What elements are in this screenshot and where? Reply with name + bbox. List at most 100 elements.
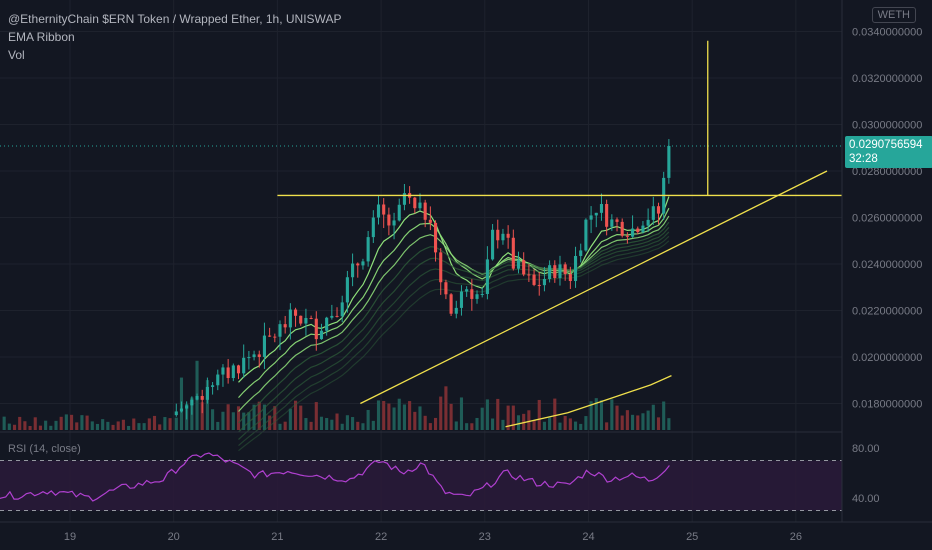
candle-body <box>371 217 375 238</box>
candle-body <box>392 220 396 226</box>
volume-bar <box>211 409 215 430</box>
candle-body <box>413 197 417 209</box>
ema-ribbon-line <box>238 231 670 440</box>
candle-body <box>190 399 194 406</box>
candle-body <box>573 255 578 282</box>
candle-body <box>656 206 661 214</box>
volume-bar <box>95 423 100 430</box>
candle-body <box>319 330 324 340</box>
candle-body <box>465 289 469 292</box>
volume-bar <box>610 399 614 430</box>
volume-bar <box>111 424 115 430</box>
volume-bar <box>236 406 241 430</box>
candle-body <box>231 365 235 379</box>
volume-bar <box>542 421 546 430</box>
last-price-value: 0.0290756594 <box>849 139 923 151</box>
candle-body <box>516 260 521 269</box>
volume-bar <box>278 423 282 430</box>
candle-body <box>361 261 365 266</box>
x-tick-label: 23 <box>479 531 491 543</box>
grid <box>0 0 842 522</box>
ema-ribbon-line <box>238 240 670 452</box>
y-tick-label: 0.0260000000 <box>852 213 922 225</box>
volume-bar <box>449 403 453 430</box>
volume-bar <box>605 422 609 430</box>
volume-bar <box>216 421 220 430</box>
indicator-volume[interactable]: Vol <box>8 48 25 62</box>
candle-body <box>221 367 225 375</box>
candle-body <box>304 317 308 324</box>
volume-bar <box>293 400 298 430</box>
volume-bar <box>137 423 141 430</box>
volume-bar <box>70 414 74 430</box>
volume-bar <box>625 410 629 430</box>
candle-body <box>589 215 593 220</box>
volume-bar <box>221 411 225 430</box>
volume-bar <box>392 407 396 430</box>
candle-body <box>351 263 355 278</box>
y-tick-label: 0.0340000000 <box>852 27 922 39</box>
volume-bar <box>28 425 32 430</box>
y-tick-label: 0.0220000000 <box>852 306 922 318</box>
volume-bar <box>44 420 48 430</box>
volume-bar <box>106 421 110 430</box>
candle-body <box>247 357 251 359</box>
y-tick-label: 0.0280000000 <box>852 166 922 178</box>
candle-body <box>195 396 199 400</box>
candle-body <box>641 225 645 233</box>
volume-bar <box>418 406 422 430</box>
candle-body <box>439 252 443 283</box>
volume-bar <box>2 416 6 430</box>
candle-body <box>506 233 510 238</box>
candle-body <box>325 317 329 331</box>
volume-bar <box>268 415 272 430</box>
volume-bar <box>85 415 89 430</box>
volume-bar <box>23 421 27 430</box>
volume-bar <box>54 420 58 430</box>
indicator-ema-ribbon[interactable]: EMA Ribbon <box>8 30 75 44</box>
ema-ribbon <box>238 196 670 452</box>
candle-body <box>309 317 313 319</box>
y-tick-label: 0.0240000000 <box>852 259 922 271</box>
candle-body <box>387 214 391 226</box>
candle-body <box>273 336 277 338</box>
volume-bar <box>662 401 666 430</box>
volume-bar <box>168 418 172 430</box>
volume-bar <box>18 416 22 430</box>
ema-ribbon-line <box>238 207 670 399</box>
volume-bar <box>205 380 209 430</box>
candle-body <box>491 229 495 260</box>
candle-body <box>625 235 629 237</box>
candle-body <box>496 229 500 241</box>
candle-body <box>376 204 381 218</box>
volume-bar <box>615 405 619 430</box>
volume-bar <box>599 400 604 430</box>
volume-bar <box>314 402 318 430</box>
candle-body <box>501 233 505 241</box>
volume-bar <box>641 413 645 430</box>
candle-body <box>605 204 609 227</box>
candle-body <box>579 250 583 256</box>
volume-bar <box>553 398 557 430</box>
candles <box>174 139 671 420</box>
candle-body <box>449 294 453 314</box>
candle-body <box>553 265 557 279</box>
candle-body <box>485 259 489 295</box>
volume-bar <box>116 421 120 430</box>
candle-body <box>397 204 401 221</box>
rsi-title[interactable]: RSI (14, close) <box>8 443 81 455</box>
volume-bar <box>402 404 406 430</box>
candle-body <box>444 282 448 295</box>
volume-bar <box>7 423 11 430</box>
volume-bar <box>273 406 277 430</box>
volume-bar <box>132 418 136 430</box>
candle-body <box>568 274 572 282</box>
candle-body <box>262 335 266 357</box>
volume-bar <box>309 421 313 430</box>
candle-body <box>646 219 650 226</box>
volume-bar <box>491 418 495 430</box>
volume-bar <box>579 423 583 430</box>
symbol-title: @EthernityChain $ERN Token / Wrapped Eth… <box>8 12 342 26</box>
candle-body <box>200 396 204 400</box>
